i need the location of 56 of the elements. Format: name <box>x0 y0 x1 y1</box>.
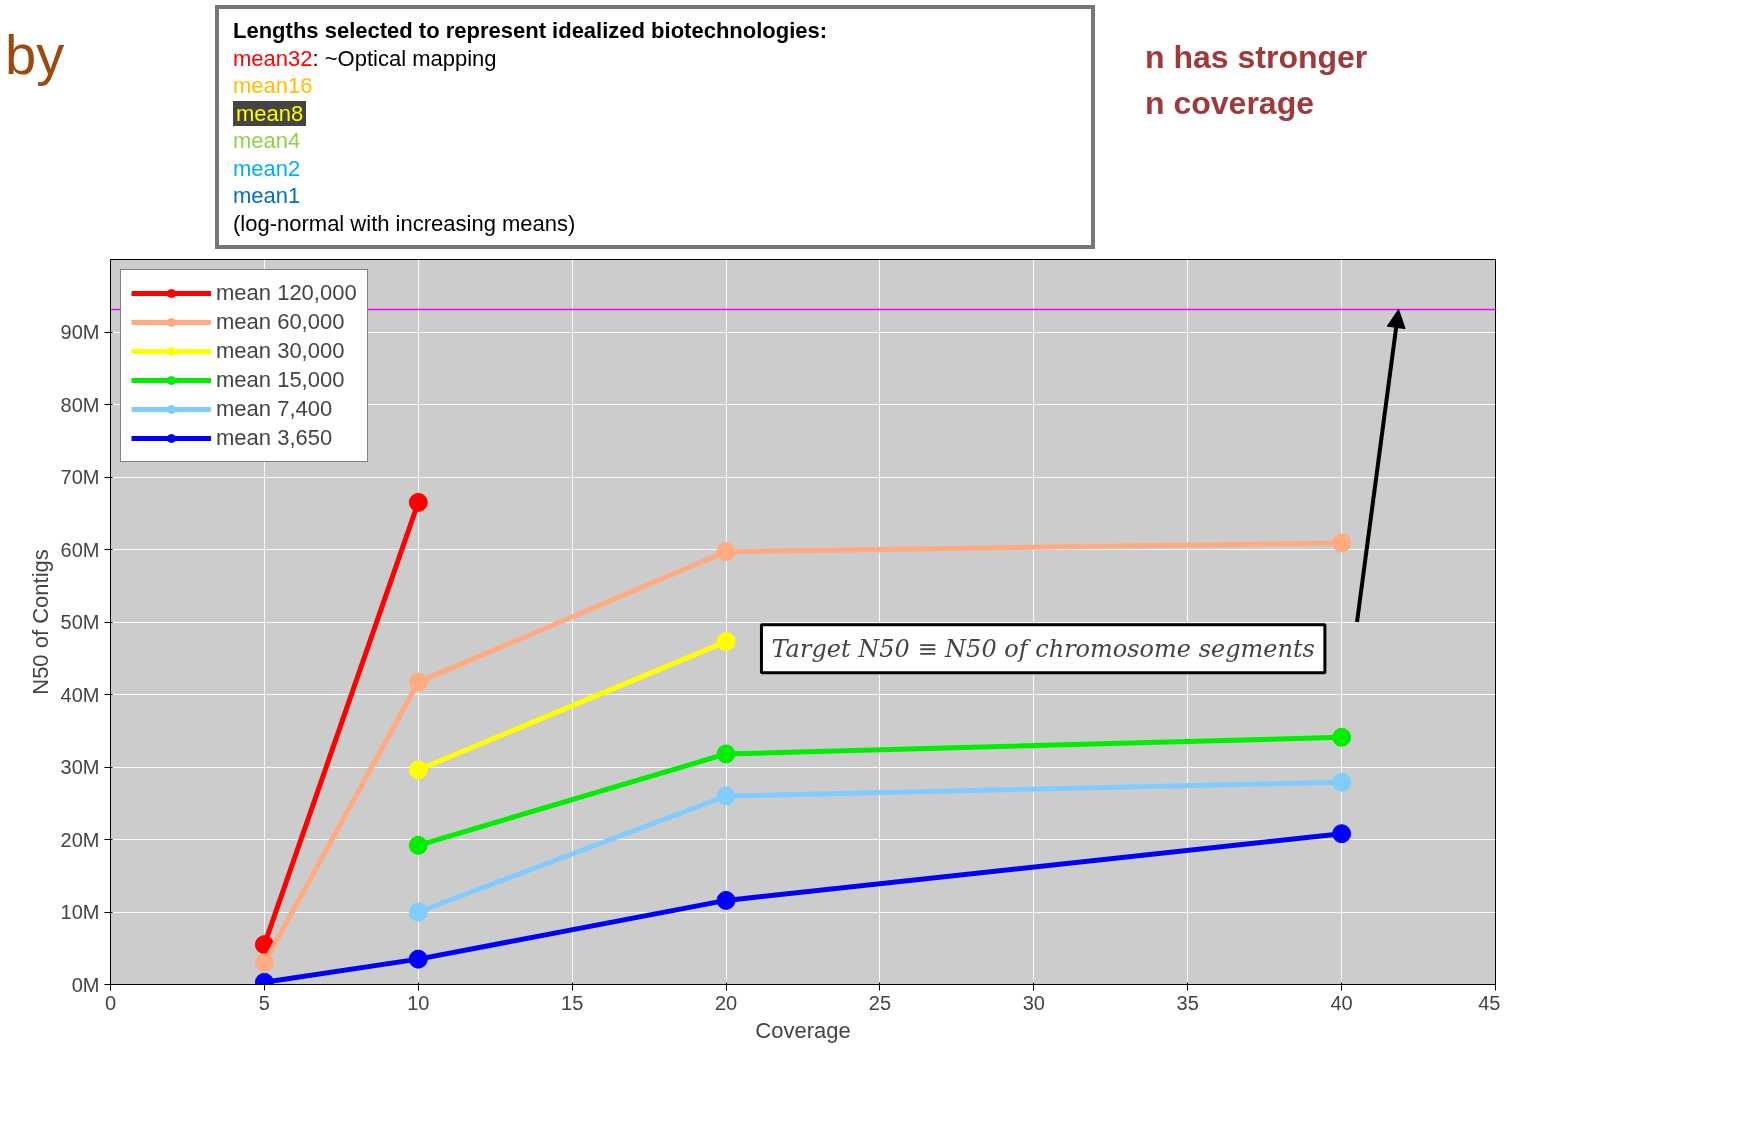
text: mean32: ~Optical mapping <box>233 45 497 71</box>
point <box>408 835 428 855</box>
legend-label: mean 7,400 <box>216 396 333 422</box>
y-tick-label: 70M <box>60 466 100 488</box>
x-tick-label: 15 <box>561 991 584 1014</box>
text: mean8 <box>233 100 307 126</box>
point <box>1332 824 1352 844</box>
y-tick-label: 90M <box>60 321 100 343</box>
text: mean2 <box>233 155 301 181</box>
x-tick-label: 35 <box>1176 991 1199 1014</box>
annotation: Target N50 ≡ N50 of chromosome segments <box>771 634 1315 663</box>
x-tick-label: 25 <box>868 991 892 1014</box>
x-tick-label: 20 <box>714 991 738 1014</box>
point <box>716 890 736 910</box>
point <box>1332 727 1352 747</box>
text: n has stronger <box>1145 39 1368 75</box>
x-axis-title: Coverage <box>755 1017 851 1043</box>
point <box>716 786 736 806</box>
y-tick-label: 20M <box>60 828 100 851</box>
y-tick-label: 50M <box>60 611 100 633</box>
x-tick-label: 30 <box>1022 991 1045 1014</box>
text: mean4 <box>233 128 301 153</box>
x-tick-label: 5 <box>258 991 270 1014</box>
x-tick-label: 40 <box>1330 991 1353 1014</box>
legend-label: mean 15,000 <box>216 367 345 393</box>
point <box>408 760 428 780</box>
y-tick-label: 40M <box>60 683 100 706</box>
point <box>254 953 274 973</box>
text: mean1 <box>233 183 301 208</box>
legend-label: mean 30,000 <box>216 338 345 364</box>
legend-label: mean 60,000 <box>216 309 345 335</box>
legend-label: mean 3,650 <box>216 425 333 451</box>
point <box>1332 772 1352 792</box>
y-tick-label: 10M <box>60 901 100 923</box>
x-tick-label: 45 <box>1478 991 1501 1014</box>
chart-title: by <box>5 22 65 88</box>
point <box>716 542 736 562</box>
point <box>716 744 736 764</box>
y-axis-title: N50 of Contigs <box>27 549 53 695</box>
point <box>408 672 428 692</box>
text: Lengths selected to represent idealized biotechnologies: <box>233 18 828 43</box>
legend-label: mean 120,000 <box>216 280 357 306</box>
y-tick-label: 80M <box>60 393 100 416</box>
y-tick-label: 0M <box>71 973 100 996</box>
point <box>408 949 428 969</box>
point <box>408 902 428 922</box>
x-tick-label: 0 <box>104 991 117 1014</box>
text: n coverage <box>1145 84 1314 121</box>
text: (log-normal with increasing means) <box>233 210 576 236</box>
point <box>1332 533 1352 553</box>
point <box>408 492 428 512</box>
x-tick-label: 10 <box>407 991 430 1014</box>
point <box>716 632 736 652</box>
y-tick-label: 30M <box>60 756 100 778</box>
y-tick-label: 60M <box>60 538 100 561</box>
text: mean16 <box>233 73 313 98</box>
